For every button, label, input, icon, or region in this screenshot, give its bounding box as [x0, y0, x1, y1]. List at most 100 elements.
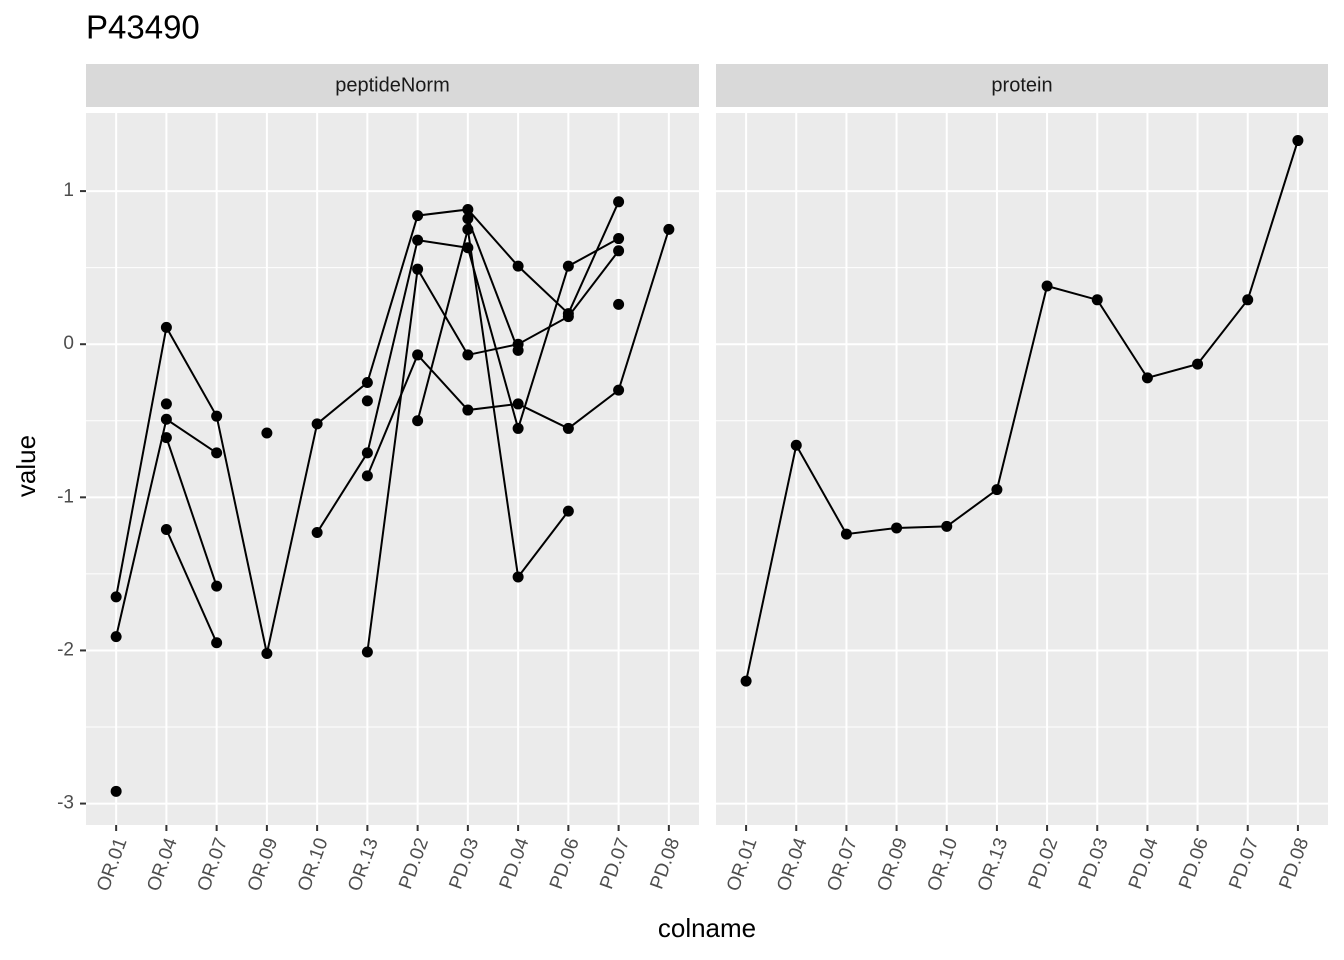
- chart-title: P43490: [86, 9, 200, 46]
- x-tick-label: PD.08: [646, 835, 684, 892]
- point: [512, 422, 524, 434]
- line: [745, 140, 1299, 682]
- x-tick-label: OR.07: [823, 835, 862, 894]
- point: [1192, 358, 1204, 370]
- x-tick-label: OR.07: [194, 835, 233, 894]
- point: [211, 637, 223, 649]
- point: [462, 213, 474, 225]
- x-tick-label: PD.03: [1075, 835, 1113, 892]
- point: [790, 439, 802, 451]
- point: [512, 571, 524, 583]
- x-tick-label: PD.06: [546, 835, 584, 892]
- point: [562, 260, 574, 272]
- point: [361, 646, 373, 658]
- panel-background: [86, 113, 699, 825]
- x-tick-label: OR.09: [244, 835, 283, 894]
- point: [211, 580, 223, 592]
- point: [512, 398, 524, 410]
- point: [361, 376, 373, 388]
- point: [462, 203, 474, 215]
- point: [1292, 135, 1304, 147]
- facet-title: protein: [991, 74, 1052, 96]
- point: [613, 196, 625, 208]
- point: [412, 234, 424, 246]
- x-tick-label: PD.04: [1125, 835, 1163, 892]
- point: [110, 785, 122, 797]
- point: [412, 210, 424, 222]
- x-tick-label: OR.09: [873, 835, 912, 894]
- point: [840, 528, 852, 540]
- y-tick-label: -3: [57, 793, 74, 814]
- point: [311, 527, 323, 539]
- facet-title: peptideNorm: [335, 74, 450, 96]
- point: [562, 311, 574, 323]
- x-tick-label: OR.10: [924, 835, 963, 894]
- point: [512, 338, 524, 350]
- line: [165, 529, 218, 644]
- point: [462, 223, 474, 235]
- point: [361, 470, 373, 482]
- x-tick-label: OR.04: [773, 835, 812, 894]
- strip: [86, 64, 699, 107]
- point: [110, 631, 122, 643]
- point: [211, 410, 223, 422]
- point: [512, 260, 524, 272]
- point: [891, 522, 903, 534]
- x-tick-label: PD.07: [1225, 835, 1263, 892]
- x-tick-label: OR.01: [723, 835, 762, 894]
- x-tick-label: PD.04: [496, 835, 534, 892]
- point: [412, 349, 424, 361]
- point: [110, 591, 122, 603]
- point: [613, 298, 625, 310]
- strip: [716, 64, 1328, 107]
- x-tick-label: PD.06: [1175, 835, 1213, 892]
- point: [1141, 372, 1153, 384]
- point: [412, 415, 424, 427]
- point: [412, 263, 424, 275]
- x-tick-label: OR.13: [974, 835, 1013, 894]
- point: [740, 675, 752, 687]
- point: [613, 384, 625, 396]
- line: [165, 437, 218, 587]
- point: [663, 223, 675, 235]
- point: [160, 523, 172, 535]
- y-tick-label: 0: [63, 333, 74, 354]
- x-tick-label: OR.10: [294, 835, 333, 894]
- y-tick-label: 1: [63, 180, 74, 201]
- point: [941, 520, 953, 532]
- point: [160, 413, 172, 425]
- line: [416, 229, 570, 580]
- x-tick-label: PD.07: [596, 835, 634, 892]
- point: [211, 447, 223, 459]
- x-tick-label: OR.04: [143, 835, 182, 894]
- point: [1041, 280, 1053, 292]
- x-tick-label: OR.13: [344, 835, 383, 894]
- x-tick-label: PD.08: [1276, 835, 1314, 892]
- point: [1091, 294, 1103, 306]
- panel-background: [716, 113, 1328, 825]
- point: [613, 233, 625, 245]
- point: [160, 321, 172, 333]
- point: [361, 447, 373, 459]
- x-tick-label: PD.02: [1025, 835, 1063, 892]
- y-tick-label: -1: [57, 486, 74, 507]
- point: [261, 648, 273, 660]
- y-axis-label: value: [11, 435, 41, 497]
- line: [366, 250, 620, 653]
- line: [466, 218, 520, 351]
- x-tick-label: OR.01: [93, 835, 132, 894]
- point: [361, 395, 373, 407]
- point: [462, 404, 474, 416]
- point: [562, 422, 574, 434]
- point: [613, 245, 625, 257]
- point: [1242, 294, 1254, 306]
- point: [562, 505, 574, 517]
- point: [991, 484, 1003, 496]
- x-tick-label: PD.02: [395, 835, 433, 892]
- point: [311, 418, 323, 430]
- point: [462, 349, 474, 361]
- y-tick-label: -2: [57, 639, 74, 660]
- x-tick-label: PD.03: [445, 835, 483, 892]
